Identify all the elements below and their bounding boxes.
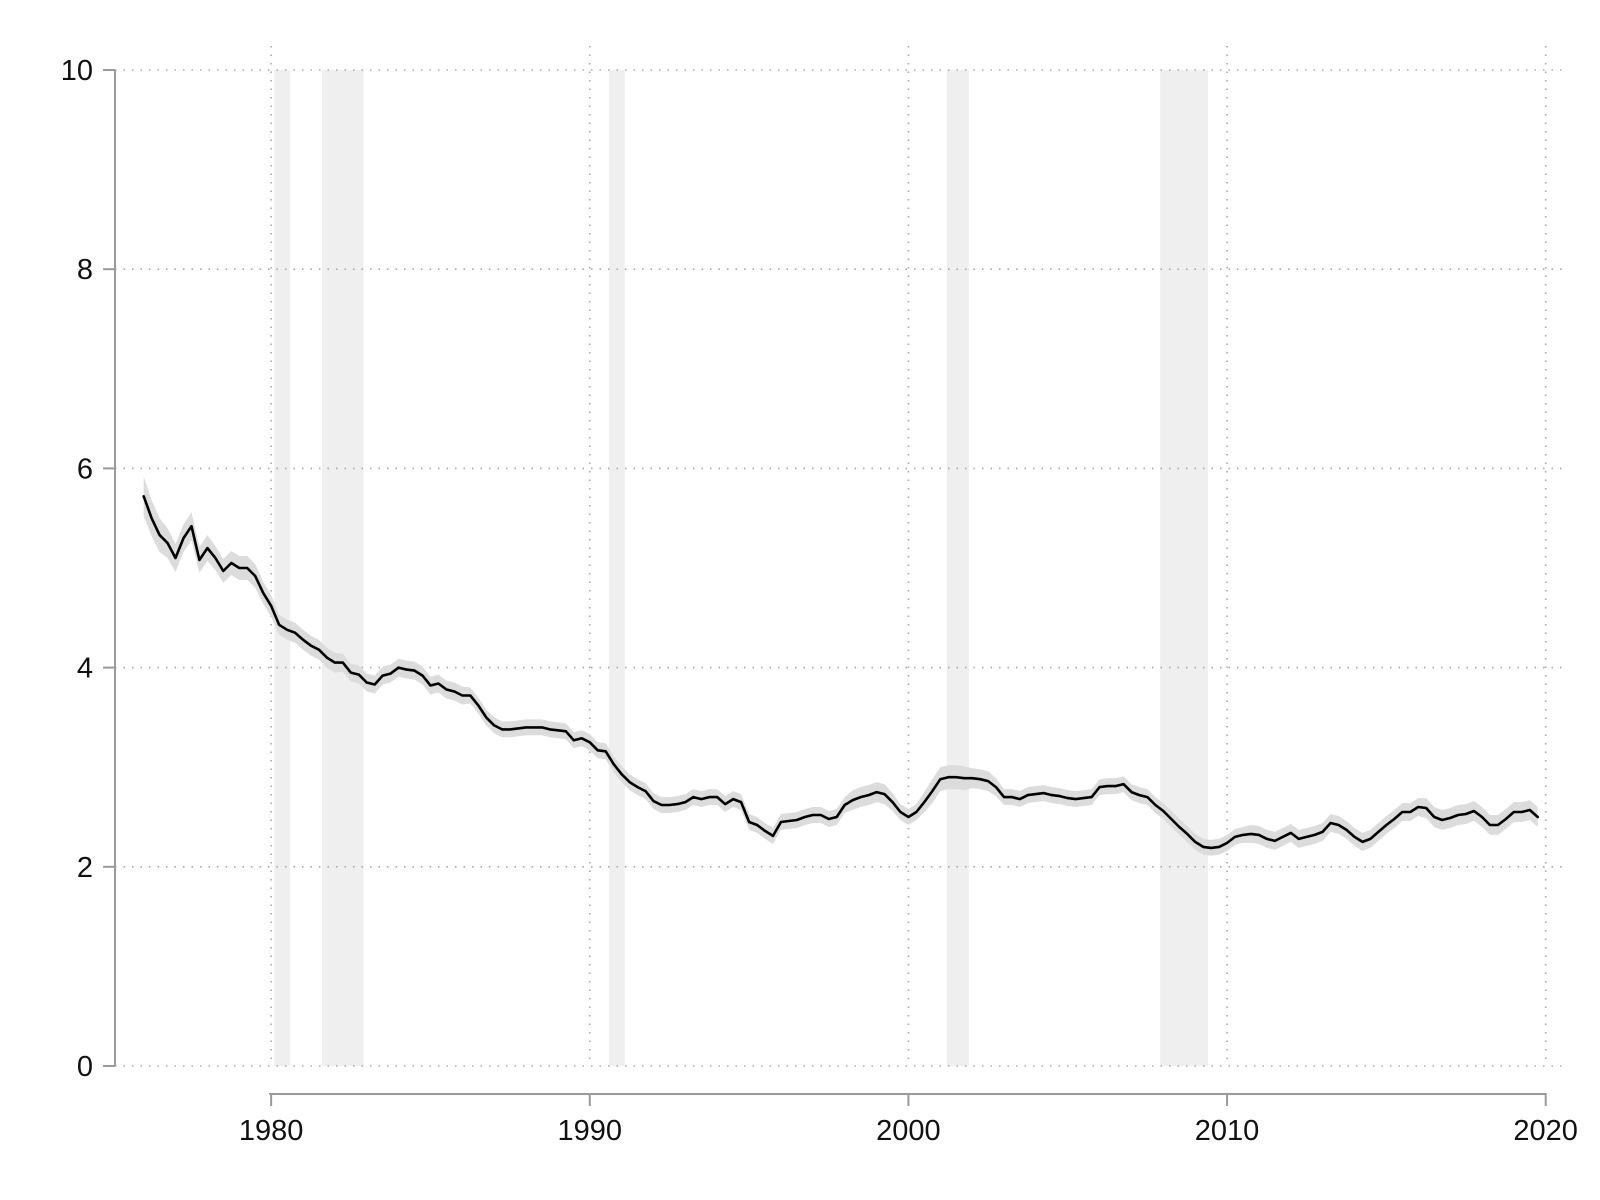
shaded-period-0 (274, 70, 291, 1066)
x-tick-label: 1980 (239, 1115, 304, 1147)
series-line-path (142, 494, 1539, 850)
shaded-period-4 (1160, 70, 1208, 1066)
y-tick-label: 6 (77, 453, 93, 485)
confidence-band (143, 476, 1538, 856)
shaded-periods (274, 70, 1208, 1066)
x-tick-label: 1990 (558, 1115, 623, 1147)
y-tick-label: 2 (77, 852, 93, 884)
shaded-period-1 (322, 70, 364, 1066)
shaded-period-3 (946, 70, 969, 1066)
x-tick-label: 2010 (1195, 1115, 1260, 1147)
confidence-band-area (143, 476, 1538, 856)
y-tick-label: 10 (61, 55, 93, 87)
gridlines (115, 46, 1568, 1067)
y-tick-label: 8 (77, 254, 93, 286)
y-tick-label: 4 (77, 653, 93, 685)
y-axis-ticks: 0 2 4 6 8 10 (61, 55, 115, 1083)
x-tick-label: 2020 (1513, 1115, 1578, 1147)
series-line (142, 494, 1539, 850)
shaded-period-2 (608, 70, 625, 1066)
x-tick-label: 2000 (876, 1115, 941, 1147)
y-tick-label: 0 (77, 1051, 93, 1083)
x-axis-ticks: 1980 1990 2000 2010 2020 (239, 1094, 1578, 1147)
